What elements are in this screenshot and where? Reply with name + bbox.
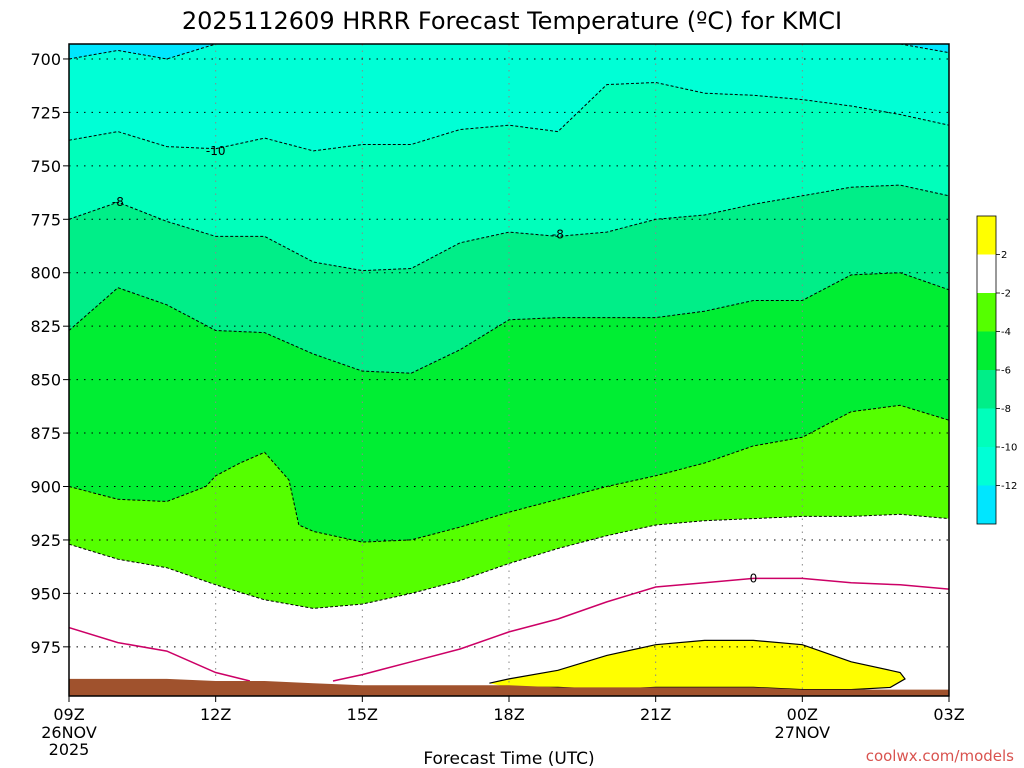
legend-label: -10 — [1001, 443, 1017, 454]
x-tick-date: 27NOV — [775, 723, 831, 742]
chart-title: 2025112609 HRRR Forecast Temperature (ºC… — [182, 7, 842, 35]
y-axis: 700 725 750 775 800 825 850 875 900 925 950 975 — [30, 50, 69, 657]
legend-swatch — [977, 216, 996, 255]
isotherm-0-segment-2 — [332, 577, 949, 682]
legend-swatch — [977, 485, 996, 524]
legend-swatch — [977, 370, 996, 409]
y-tick-label: 750 — [30, 157, 61, 176]
isotherm--8 — [69, 184, 949, 272]
contour-labels: -10 -8 -8 0 — [112, 144, 757, 586]
y-tick-label: 825 — [30, 317, 61, 336]
x-tick-label: 00Z — [787, 705, 818, 724]
credit-link[interactable]: coolwx.com/models — [866, 747, 1014, 765]
legend-swatch — [977, 254, 996, 293]
y-tick-label: 950 — [30, 584, 61, 603]
x-tick-date: 26NOV — [41, 723, 97, 742]
contour-label: 0 — [750, 571, 758, 585]
x-tick-year: 2025 — [49, 740, 90, 759]
legend-label: -4 — [1001, 327, 1011, 338]
x-tick-label: 12Z — [200, 705, 231, 724]
legend-swatch — [977, 293, 996, 332]
fill-above-2 — [489, 640, 905, 690]
legend-label: -8 — [1001, 404, 1011, 415]
y-tick-label: 900 — [30, 478, 61, 497]
y-tick-label: 850 — [30, 371, 61, 390]
contour-label: -8 — [112, 195, 124, 209]
legend-swatch — [977, 331, 996, 370]
legend-swatch — [977, 408, 996, 447]
isotherm--2 — [69, 513, 949, 609]
x-tick-label: 21Z — [640, 705, 671, 724]
y-tick-label: 925 — [30, 531, 61, 550]
x-tick-label: 18Z — [493, 705, 524, 724]
legend-swatch — [977, 447, 996, 486]
x-tick-label: 03Z — [933, 705, 964, 724]
ground-layer — [69, 678, 949, 696]
color-legend: 2 -2 -4 -6 -8 -10 -12 — [976, 215, 1017, 525]
ground-fill — [69, 678, 949, 696]
x-axis-title: Forecast Time (UTC) — [423, 749, 594, 768]
isotherm-0 — [69, 626, 251, 682]
legend-label: -6 — [1001, 366, 1011, 377]
legend-label: -2 — [1001, 289, 1011, 300]
isotherm--12 — [69, 44, 949, 60]
isotherm--6 — [69, 272, 949, 374]
legend-label: -12 — [1001, 481, 1017, 492]
y-tick-label: 975 — [30, 638, 61, 657]
gridlines — [69, 44, 949, 696]
y-tick-label: 700 — [30, 50, 61, 69]
y-tick-label: 775 — [30, 210, 61, 229]
x-tick-label: 09Z — [53, 705, 84, 724]
isotherm--10 — [69, 81, 949, 152]
y-tick-label: 725 — [30, 103, 61, 122]
contour-label: -10 — [206, 144, 226, 158]
contour-label: -8 — [552, 227, 564, 241]
isotherm--4 — [69, 404, 949, 543]
legend-label: 2 — [1001, 250, 1007, 261]
plot-area — [69, 44, 949, 696]
x-tick-label: 15Z — [347, 705, 378, 724]
y-tick-label: 875 — [30, 424, 61, 443]
y-tick-label: 800 — [30, 264, 61, 283]
